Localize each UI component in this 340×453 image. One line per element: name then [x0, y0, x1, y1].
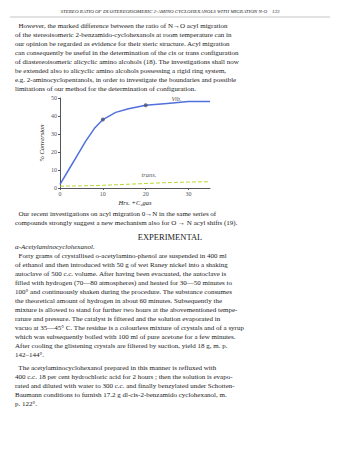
svg-text:mixture is allowed to stand fo: mixture is allowed to stand for further …: [15, 306, 238, 314]
svg-text:50: 50: [51, 95, 57, 101]
svg-text:400 c.c. 18 per cent hydrochlo: 400 c.c. 18 per cent hydrochloric acid f…: [15, 373, 233, 381]
svg-text:After cooling the glistening c: After cooling the glistening crystals ar…: [15, 342, 228, 350]
svg-text:20: 20: [51, 149, 57, 155]
svg-text:Vib.: Vib.: [171, 95, 182, 102]
svg-text:100° and continuously shaken d: 100° and continuously shaken during the …: [15, 288, 232, 296]
svg-text:α-Acetylaminocyclohexanol.: α-Acetylaminocyclohexanol.: [15, 243, 95, 251]
svg-text:10: 10: [100, 191, 106, 197]
svg-text:142–144°.: 142–144°.: [15, 351, 44, 359]
svg-text:vacuo at 35—45° C. The residue: vacuo at 35—45° C. The residue is a colo…: [15, 324, 244, 332]
svg-text:10: 10: [51, 167, 57, 173]
svg-text:Hrs. +C₂gas: Hrs. +C₂gas: [117, 199, 151, 206]
svg-text:rated and diluted with water t: rated and diluted with water to 300 c.c.…: [15, 382, 235, 390]
svg-text:limitations of our method for: limitations of our method for the determ…: [15, 85, 196, 93]
svg-text:30: 30: [186, 191, 192, 197]
svg-text:20: 20: [143, 191, 149, 197]
svg-text:can consequently be useful in: can consequently be useful in the determ…: [15, 49, 239, 57]
svg-text:trans.: trans.: [141, 171, 156, 178]
svg-text:of ethanol and then introduced: of ethanol and then introduced with 50 g…: [15, 261, 228, 269]
svg-text:STEREO RATIO OF DIASTEREOISOME: STEREO RATIO OF DIASTEREOISOMERIC 2-AMIN…: [60, 9, 280, 14]
svg-text:However, the marked difference: However, the marked difference between t…: [15, 22, 228, 30]
svg-text:of diastereoisomeric alicyclic: of diastereoisomeric alicyclic amino alc…: [15, 58, 240, 66]
svg-text:p. 122°.: p. 122°.: [15, 400, 37, 408]
svg-text:Forty grams of crystallised o-: Forty grams of crystallised o-acetylamin…: [15, 252, 227, 260]
svg-text:0: 0: [54, 185, 57, 191]
svg-text:40: 40: [51, 113, 57, 119]
svg-text:rature and pressure. The catal: rature and pressure. The catalyst is fil…: [15, 315, 221, 323]
svg-text:be extended also to alicyclic: be extended also to alicyclic amino alco…: [15, 67, 226, 75]
svg-text:% Conversion: % Conversion: [38, 124, 45, 161]
svg-text:which was subsequently boiled: which was subsequently boiled with 100 m…: [15, 333, 236, 341]
svg-text:e.g. 2-aminocyclopentanols, in: e.g. 2-aminocyclopentanols, in order to …: [15, 76, 236, 84]
svg-text:compounds strongly suggest a n: compounds strongly suggest a new mechani…: [15, 219, 238, 227]
svg-text:0: 0: [59, 191, 62, 197]
svg-text:The acetylaminocyclohexanol pr: The acetylaminocyclohexanol prepared in …: [15, 364, 217, 372]
svg-text:EXPERIMENTAL: EXPERIMENTAL: [138, 232, 202, 242]
svg-text:the theoretical amount of hydr: the theoretical amount of hydrogen in ab…: [15, 297, 222, 305]
svg-text:of the stereoisomeric 2-benzam: of the stereoisomeric 2-benzamido-cycloh…: [15, 31, 232, 39]
svg-text:Our recent investigations on a: Our recent investigations on acyl migrat…: [15, 210, 217, 218]
svg-text:autoclave of 500 c.c. volume.: autoclave of 500 c.c. volume. After havi…: [15, 270, 227, 278]
svg-text:filled with hydrogen (70—80 at: filled with hydrogen (70—80 atmospheres)…: [15, 279, 232, 287]
svg-text:Baumann conditions to furnish: Baumann conditions to furnish 17.2 g dl-…: [15, 391, 227, 399]
svg-text:30: 30: [51, 131, 57, 137]
svg-text:our opinion be regarded as evi: our opinion be regarded as evidence for …: [15, 40, 230, 48]
